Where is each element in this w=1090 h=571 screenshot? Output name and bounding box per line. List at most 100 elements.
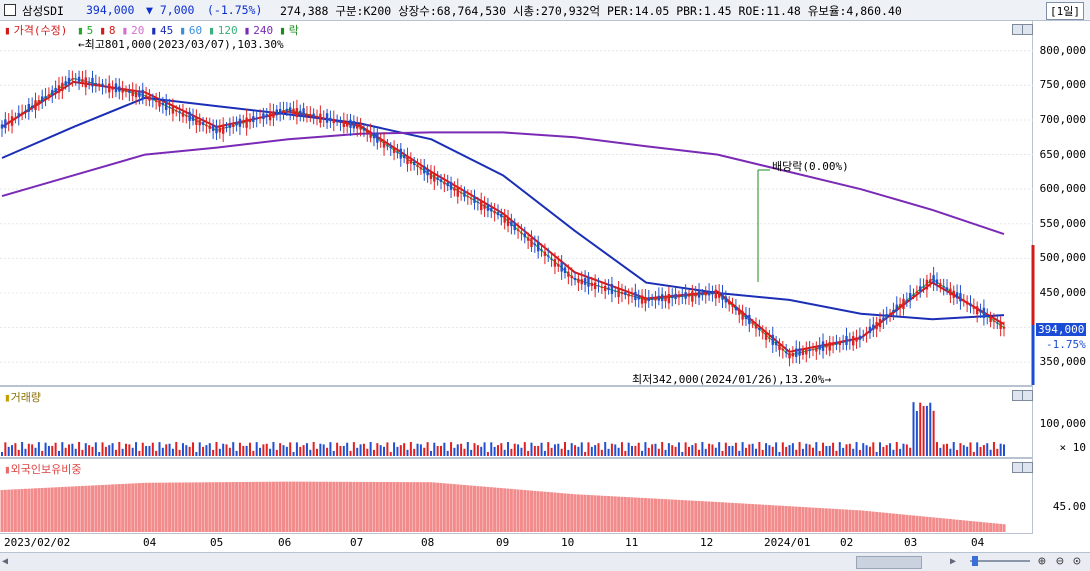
foreign-bar	[419, 482, 423, 532]
panel-close-icon[interactable]	[1022, 390, 1033, 401]
candle-body	[751, 323, 754, 325]
candle-body	[882, 317, 885, 321]
volume-bar	[222, 443, 225, 456]
foreign-bar	[446, 483, 450, 532]
candle-body	[905, 300, 909, 302]
foreign-bar	[560, 493, 564, 532]
volume-bar	[262, 444, 265, 456]
foreign-title-text: 외국인보유비중	[10, 463, 82, 476]
candle-body	[175, 110, 178, 112]
foreign-bar	[828, 508, 832, 532]
foreign-bar	[523, 490, 527, 532]
foreign-bar	[791, 506, 795, 532]
price-tick-label: 650,000	[1039, 147, 1086, 161]
candle-body	[255, 118, 258, 120]
volume-bar	[289, 442, 292, 456]
candle-body	[952, 290, 955, 298]
zoom-slider-handle[interactable]	[972, 556, 978, 566]
foreign-bar	[633, 497, 637, 532]
panel-close-icon[interactable]	[1022, 462, 1033, 473]
volume-bar	[155, 450, 158, 456]
volume-bar	[537, 445, 540, 456]
foreign-bar	[965, 520, 969, 532]
scroll-thumb[interactable]	[856, 556, 922, 569]
foreign-bar	[727, 502, 731, 532]
volume-bar	[208, 443, 211, 456]
volume-bar	[94, 442, 97, 456]
volume-bar	[527, 450, 530, 456]
volume-bar	[336, 442, 339, 456]
candle-body	[848, 339, 852, 342]
legend-ma-label: 5	[86, 24, 94, 37]
candle-body	[265, 114, 268, 117]
checkbox[interactable]	[4, 4, 16, 16]
volume-bar	[701, 442, 704, 456]
candle-body	[617, 288, 620, 298]
volume-bar	[755, 448, 758, 456]
zoom-reset-icon[interactable]: ⊙	[1073, 554, 1081, 569]
volume-bar	[832, 442, 835, 456]
foreign-bar	[352, 481, 356, 532]
x-axis-label: 04	[971, 536, 985, 549]
zoom-in-icon[interactable]: ⊕	[1038, 554, 1046, 569]
volume-bar	[292, 451, 295, 456]
volume-bar	[138, 450, 141, 456]
volume-bar	[597, 443, 600, 456]
candle-body	[704, 293, 707, 296]
candle-body	[486, 204, 490, 211]
volume-bar	[734, 442, 737, 456]
foreign-bar	[476, 486, 480, 532]
candle-body	[932, 275, 935, 284]
legend-ma-0: ▮ 5	[76, 24, 94, 37]
foreign-bar	[188, 482, 192, 532]
volume-bar	[393, 442, 396, 456]
volume-bar	[687, 446, 690, 456]
stock-name[interactable]: 삼성SDI	[22, 4, 64, 18]
stock-info: 274,388 구분:K200 상장수:68,764,530 시총:270,93…	[280, 4, 902, 18]
scroll-right-icon[interactable]: ▶	[950, 556, 957, 567]
volume-bar	[104, 446, 107, 456]
volume-bar	[339, 445, 342, 456]
zoom-slider[interactable]	[970, 560, 1030, 562]
candle-body	[721, 293, 724, 300]
foreign-bar	[462, 484, 466, 532]
price-legend: ▮ 가격(수정) ▮ 5 ▮ 8 ▮ 20 ▮ 45 ▮ 60 ▮ 120 ▮ 240 ▮ 락	[4, 22, 308, 38]
foreign-bar	[399, 482, 403, 532]
price-panel[interactable]	[0, 20, 1033, 386]
volume-bar	[822, 442, 825, 456]
zoom-out-icon[interactable]: ⊖	[1056, 554, 1064, 569]
foreign-bar	[308, 481, 312, 532]
volume-bar	[279, 443, 282, 456]
volume-bar	[383, 446, 386, 456]
volume-bar	[68, 444, 71, 456]
foreign-bar	[225, 482, 229, 532]
bottom-scroll-bar[interactable]: ◀ ▶ ⊕ ⊖ ⊙	[0, 552, 1090, 571]
candle-body	[345, 122, 349, 127]
foreign-bar	[516, 489, 520, 532]
panel-close-icon[interactable]	[1022, 24, 1033, 35]
period-selector[interactable]: [1일]	[1046, 2, 1084, 20]
candle-body	[741, 311, 744, 320]
foreign-bar	[838, 509, 842, 532]
foreign-bar	[901, 514, 905, 532]
volume-panel[interactable]	[0, 386, 1033, 458]
foreign-bar	[251, 481, 255, 532]
candle-body	[503, 215, 506, 223]
volume-bar	[329, 442, 332, 456]
volume-bar	[614, 444, 617, 456]
volume-bar	[319, 443, 322, 456]
volume-bar	[436, 445, 439, 456]
volume-bar	[225, 444, 228, 456]
foreign-bar	[359, 481, 363, 532]
foreign-bar	[452, 484, 456, 532]
foreign-bar	[982, 522, 986, 532]
candle-body	[272, 111, 275, 118]
candle-body	[624, 292, 627, 296]
x-axis-label: 09	[496, 536, 510, 549]
volume-bar	[81, 449, 84, 456]
foreign-bar	[918, 516, 922, 532]
scroll-left-icon[interactable]: ◀	[2, 556, 9, 567]
foreign-bar	[704, 501, 708, 532]
candle-body	[808, 349, 811, 352]
foreign-panel[interactable]	[0, 458, 1033, 534]
